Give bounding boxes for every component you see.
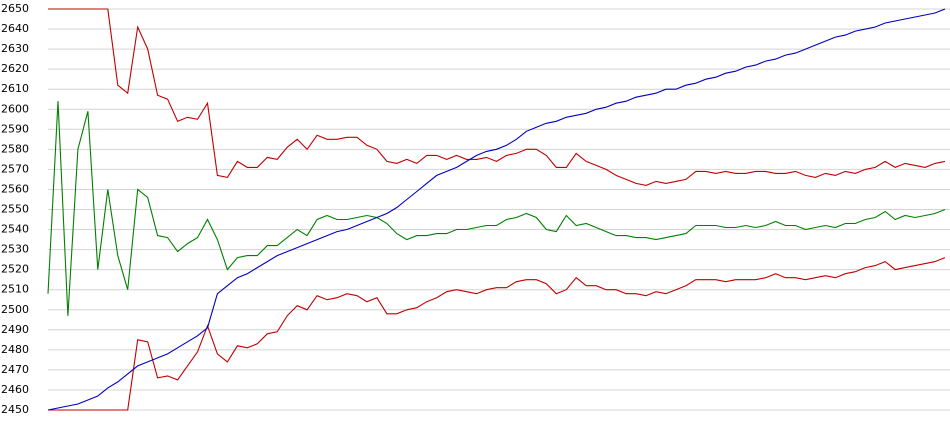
- y-tick-label: 2580: [1, 142, 29, 155]
- y-tick-label: 2590: [1, 122, 29, 135]
- y-tick-label: 2650: [1, 2, 29, 15]
- y-tick-label: 2620: [1, 62, 29, 75]
- series-line: [48, 257, 946, 411]
- y-tick-label: 2560: [1, 182, 29, 195]
- y-tick-label: 2520: [1, 263, 29, 276]
- y-tick-label: 2600: [1, 102, 29, 115]
- y-tick-label: 2490: [1, 323, 29, 336]
- y-tick-label: 2610: [1, 82, 29, 95]
- y-tick-label: 2470: [1, 363, 29, 376]
- y-tick-label: 2550: [1, 203, 29, 216]
- y-tick-label: 2510: [1, 283, 29, 296]
- series-line: [47, 8, 946, 411]
- y-tick-label: 2480: [1, 343, 29, 356]
- y-tick-label: 2640: [1, 22, 29, 35]
- y-tick-label: 2570: [1, 162, 29, 175]
- series-line: [48, 8, 946, 186]
- y-tick-label: 2530: [1, 243, 29, 256]
- series-line: [47, 101, 946, 316]
- y-tick-label: 2450: [1, 403, 29, 416]
- y-tick-label: 2540: [1, 223, 29, 236]
- y-tick-label: 2460: [1, 383, 29, 396]
- y-tick-label: 2500: [1, 303, 29, 316]
- y-tick-label: 2630: [1, 42, 29, 55]
